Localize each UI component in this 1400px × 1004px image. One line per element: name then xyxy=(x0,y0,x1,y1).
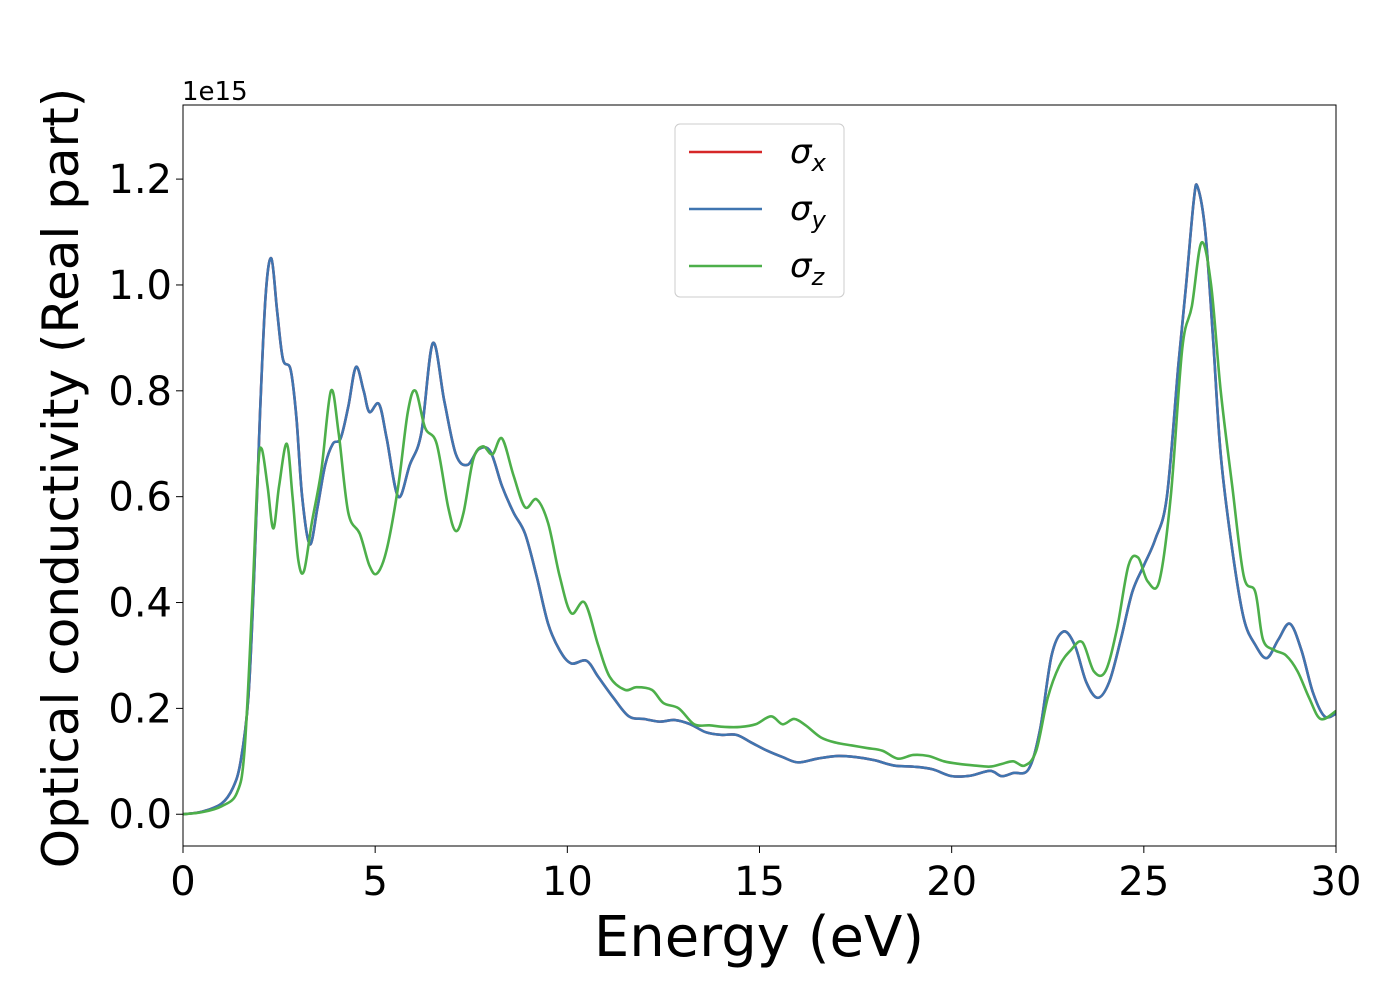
y-tick-label: 0.8 xyxy=(108,369,172,415)
y-tick-label: 0.6 xyxy=(108,475,172,521)
series-line-z xyxy=(183,241,1336,816)
y-tick-label: 0.0 xyxy=(108,792,172,838)
legend-frame xyxy=(674,123,845,298)
y-tick-label: 1.0 xyxy=(108,263,172,309)
legend: σx σy σz xyxy=(674,123,845,298)
x-tick-label: 30 xyxy=(1311,859,1362,905)
x-tick-label: 20 xyxy=(926,859,977,905)
y-axis: 0.0 0.2 0.4 0.6 0.8 1.0 1.2 xyxy=(108,157,183,838)
x-tick-label: 15 xyxy=(734,859,785,905)
x-tick-label: 10 xyxy=(542,859,593,905)
series-layer xyxy=(183,183,1336,816)
axis-offset-text: 1e15 xyxy=(182,77,248,107)
x-axis: 0 5 10 15 20 25 30 xyxy=(170,846,1361,905)
legend-label-x: σx xyxy=(790,132,827,177)
x-tick-label: 25 xyxy=(1118,859,1169,905)
y-tick-label: 1.2 xyxy=(108,157,172,203)
x-tick-label: 0 xyxy=(170,859,195,905)
legend-label-y: σy xyxy=(790,189,827,234)
x-tick-label: 5 xyxy=(362,859,387,905)
y-tick-label: 0.4 xyxy=(108,581,172,627)
y-axis-label: Optical conductivity (Real part) xyxy=(32,88,90,869)
series-line-y xyxy=(183,183,1336,816)
y-tick-label: 0.2 xyxy=(108,686,172,732)
legend-label-z: σz xyxy=(790,246,826,291)
x-axis-label: Energy (eV) xyxy=(594,905,924,970)
